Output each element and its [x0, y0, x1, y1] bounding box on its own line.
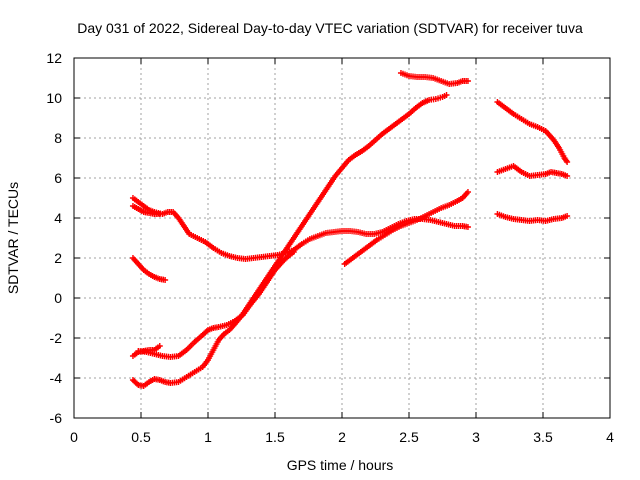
data-point: [443, 92, 450, 98]
data-point: [290, 249, 297, 255]
x-axis: 0 0.5 1 1.5 2 2.5 3 3.5 4: [70, 58, 614, 445]
y-tick-label: -2: [50, 330, 63, 346]
series-arc-8: [397, 70, 471, 87]
y-axis: -6 -4 -2 0 2 4 6 8 10 12: [46, 50, 610, 426]
y-tick-label: 8: [54, 130, 62, 146]
x-tick-label: 0: [70, 429, 78, 445]
x-tick-label: 1.5: [265, 429, 285, 445]
chart-title: Day 031 of 2022, Sidereal Day-to-day VTE…: [77, 20, 583, 36]
y-tick-label: -6: [50, 410, 63, 426]
series-arc-9: [494, 99, 571, 165]
grid-lines: [74, 58, 610, 418]
y-tick-label: -4: [50, 370, 63, 386]
data-point: [564, 213, 571, 219]
x-tick-label: 3: [472, 429, 480, 445]
x-axis-label: GPS time / hours: [287, 457, 394, 473]
y-tick-label: 2: [54, 250, 62, 266]
y-tick-label: 10: [46, 90, 62, 106]
series-arc-1: [129, 195, 471, 262]
x-tick-label: 1: [204, 429, 212, 445]
series-arc-7: [341, 189, 471, 267]
x-tick-label: 0.5: [131, 429, 151, 445]
y-tick-label: 12: [46, 50, 62, 66]
series-arc-2: [129, 203, 163, 217]
x-tick-label: 2: [338, 429, 346, 445]
series-arc-10: [494, 163, 571, 179]
data-point: [464, 189, 471, 195]
data-point: [564, 159, 571, 165]
data-point: [464, 224, 471, 230]
data-point: [156, 343, 163, 349]
data-point: [464, 78, 471, 84]
y-tick-label: 6: [54, 170, 62, 186]
series-arc-11: [494, 211, 571, 224]
y-axis-label: SDTVAR / TECUs: [5, 182, 21, 294]
series-arc-3: [129, 255, 169, 283]
x-tick-label: 3.5: [533, 429, 553, 445]
data-point: [156, 211, 163, 217]
y-tick-label: 0: [54, 290, 62, 306]
plot-frame: [73, 57, 611, 419]
data-point: [564, 173, 571, 179]
x-tick-label: 2.5: [399, 429, 419, 445]
data-point: [162, 277, 169, 283]
series-arc-6: [135, 249, 297, 360]
y-tick-label: 4: [54, 210, 62, 226]
x-tick-label: 4: [606, 429, 614, 445]
data-points: [129, 70, 571, 389]
